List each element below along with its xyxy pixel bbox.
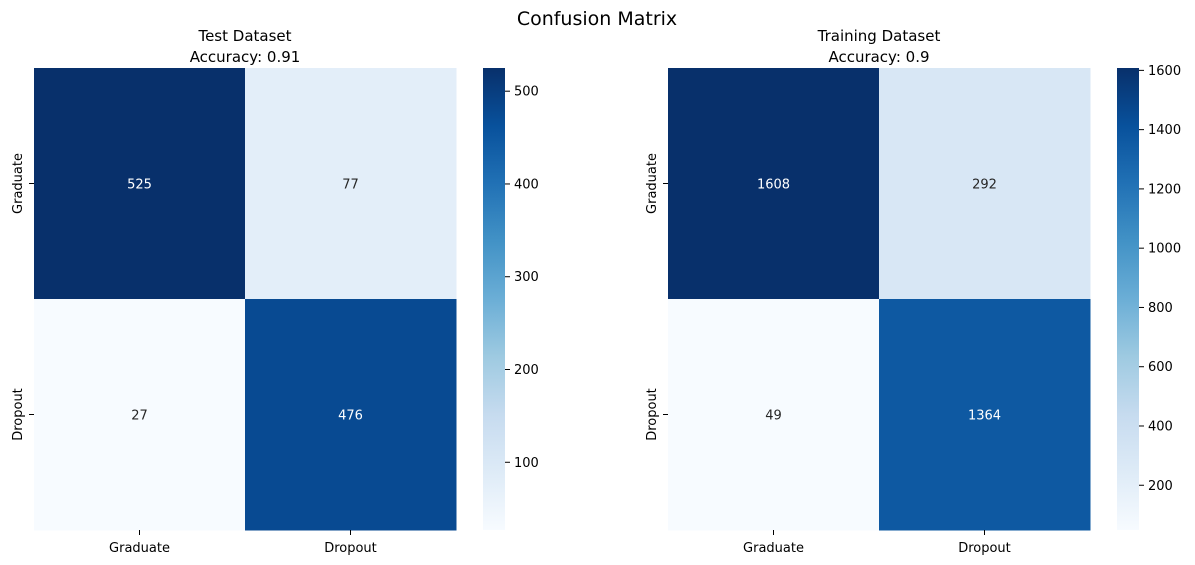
colorbar-tick-label: 1400 xyxy=(1148,123,1181,138)
cell-value-label: 77 xyxy=(342,178,359,193)
cell-value-label: 1364 xyxy=(968,409,1001,424)
x-tick-label: Dropout xyxy=(958,541,1011,556)
colorbar-tick-label: 400 xyxy=(1148,419,1173,434)
heatmap-test-dataset: Test Dataset Accuracy: 0.91 525 77 27 476 G… xyxy=(11,27,539,556)
panel-title-line1: Test Dataset xyxy=(197,27,291,45)
colorbar-tick-label: 500 xyxy=(514,85,539,100)
cell-value-label: 525 xyxy=(127,178,152,193)
colorbar-tick-label: 1600 xyxy=(1148,64,1181,79)
colorbar-tick-label: 1000 xyxy=(1148,242,1181,257)
panel-title-line1: Training Dataset xyxy=(817,27,941,45)
heatmap-cell xyxy=(34,68,246,300)
x-tick-label: Graduate xyxy=(743,541,804,556)
colorbar-tick-label: 100 xyxy=(514,456,539,471)
figure-suptitle: Confusion Matrix xyxy=(517,8,677,30)
colorbar-tick-label: 400 xyxy=(514,177,539,192)
panel-title-line2: Accuracy: 0.9 xyxy=(828,48,929,66)
colorbar-tick-label: 200 xyxy=(1148,479,1173,494)
heatmap-cell xyxy=(245,299,457,531)
colorbar-tick-label: 800 xyxy=(1148,301,1173,316)
colorbar-tick-label: 600 xyxy=(1148,360,1173,375)
colorbar-tick-label: 300 xyxy=(514,270,539,285)
heatmap-cell xyxy=(245,68,457,300)
heatmap-cell xyxy=(668,68,880,300)
cell-value-label: 49 xyxy=(765,409,782,424)
colorbar-tick-label: 200 xyxy=(514,363,539,378)
heatmap-cell xyxy=(668,299,880,531)
cell-value-label: 292 xyxy=(972,178,997,193)
colorbar: 200 400 600 800 1000 1200 1400 1600 xyxy=(1117,64,1181,530)
heatmap-cell xyxy=(34,299,246,531)
y-tick-label: Graduate xyxy=(645,153,660,214)
x-tick-label: Dropout xyxy=(324,541,377,556)
colorbar: 100 200 300 400 500 xyxy=(483,68,539,530)
heatmap-cell xyxy=(879,68,1091,300)
cell-value-label: 27 xyxy=(131,409,148,424)
cell-value-label: 476 xyxy=(338,409,363,424)
x-tick-label: Graduate xyxy=(109,541,170,556)
y-tick-label: Dropout xyxy=(11,388,26,441)
colorbar-tick-label: 1200 xyxy=(1148,182,1181,197)
colorbar-gradient xyxy=(483,68,505,530)
colorbar-gradient xyxy=(1117,68,1139,530)
cell-value-label: 1608 xyxy=(757,178,790,193)
heatmap-training-dataset: Training Dataset Accuracy: 0.9 1608 292 49… xyxy=(645,27,1181,556)
y-tick-label: Dropout xyxy=(645,388,660,441)
y-tick-label: Graduate xyxy=(11,153,26,214)
panel-title-line2: Accuracy: 0.91 xyxy=(190,48,301,66)
heatmap-cell xyxy=(879,299,1091,531)
